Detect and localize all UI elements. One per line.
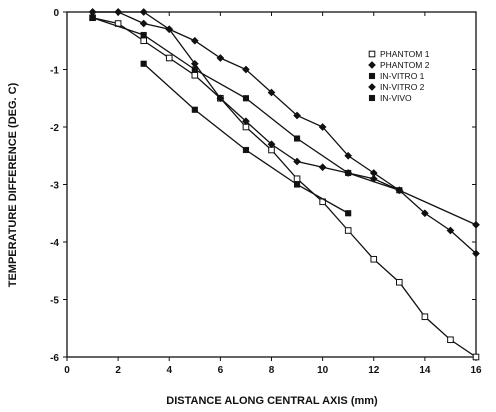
legend-marker (368, 50, 376, 58)
data-point (318, 163, 327, 172)
y-axis-label: TEMPERATURE DIFFERENCE (DEG. C) (7, 82, 19, 287)
data-point (216, 54, 225, 62)
data-point (344, 227, 352, 234)
data-point (140, 37, 147, 45)
data-point (242, 95, 249, 102)
legend-item: IN-VITRO 2 (368, 82, 425, 92)
x-tick-label: 10 (317, 365, 329, 376)
x-axis-label: DISTANCE ALONG CENTRAL AXIS (mm) (166, 395, 378, 407)
y-tick-label: -1 (50, 66, 59, 77)
data-point (472, 220, 480, 229)
y-tick-label: -6 (50, 353, 59, 364)
data-point (293, 111, 302, 120)
data-point (345, 210, 352, 217)
data-point (114, 8, 123, 16)
data-point (140, 31, 147, 39)
x-tick-label: 14 (419, 365, 431, 376)
x-tick-label: 12 (368, 365, 380, 376)
x-tick-label: 4 (166, 365, 172, 376)
data-point (294, 181, 301, 188)
y-tick-label: -4 (50, 238, 59, 249)
data-point (396, 278, 403, 286)
x-tick-label: 6 (218, 365, 224, 376)
data-point (267, 140, 276, 149)
data-point (293, 175, 301, 183)
legend-marker (368, 94, 376, 102)
data-point (344, 169, 353, 177)
legend-label: PHANTOM 1 (380, 49, 430, 59)
legend-item: IN-VITRO 1 (368, 71, 425, 81)
legend-item: IN-VIVO (368, 93, 412, 103)
data-point (370, 255, 378, 263)
legend-label: IN-VITRO 1 (380, 71, 425, 81)
data-point (190, 59, 199, 68)
data-point (294, 135, 301, 142)
series-line (143, 63, 349, 214)
data-point (241, 117, 250, 126)
data-point (472, 249, 480, 258)
series-4 (88, 8, 480, 229)
data-point (318, 123, 327, 131)
x-tick-label: 8 (269, 365, 275, 376)
data-point (241, 65, 250, 74)
data-point (242, 146, 249, 154)
legend-marker (368, 72, 376, 80)
series-line (92, 11, 477, 226)
legend-label: PHANTOM 2 (380, 60, 430, 70)
legend-label: IN-VITRO 2 (380, 82, 425, 92)
data-point (293, 157, 302, 166)
data-point (165, 54, 173, 62)
series-2 (88, 8, 480, 258)
series-3 (89, 14, 403, 194)
series-line (92, 11, 477, 254)
data-point (369, 174, 378, 183)
series-line (92, 17, 400, 191)
data-point (395, 186, 404, 195)
data-point (472, 353, 480, 361)
data-point (191, 71, 199, 79)
x-tick-label: 16 (470, 365, 482, 376)
legend-item: PHANTOM 2 (368, 60, 430, 70)
legend-marker (368, 83, 376, 91)
data-point (191, 106, 198, 113)
data-point (139, 8, 148, 16)
legend-marker (368, 61, 376, 69)
data-point (447, 336, 454, 344)
x-tick-label: 2 (115, 365, 121, 376)
data-point (421, 313, 429, 321)
data-point (344, 151, 353, 160)
data-point (216, 94, 225, 103)
legend-label: IN-VIVO (380, 93, 412, 103)
x-tick-label: 0 (64, 365, 70, 376)
data-point (190, 36, 199, 45)
data-point (420, 209, 429, 218)
y-tick-label: -3 (50, 181, 59, 192)
y-tick-label: -2 (50, 123, 59, 134)
y-tick-label: -5 (50, 296, 59, 307)
data-point (446, 226, 455, 235)
series-line (92, 17, 477, 358)
data-point (165, 25, 174, 34)
series-group (88, 8, 480, 361)
legend-item: PHANTOM 1 (368, 49, 430, 59)
series-5 (140, 60, 352, 217)
axes: 0 2 4 6 8 10 12 14 16 0 -1 -2 -3 -4 -5 -6 (50, 8, 482, 376)
y-tick-label: 0 (53, 8, 59, 19)
data-point (267, 88, 276, 97)
data-point (140, 60, 147, 67)
data-point (139, 19, 148, 28)
data-point (88, 8, 97, 16)
